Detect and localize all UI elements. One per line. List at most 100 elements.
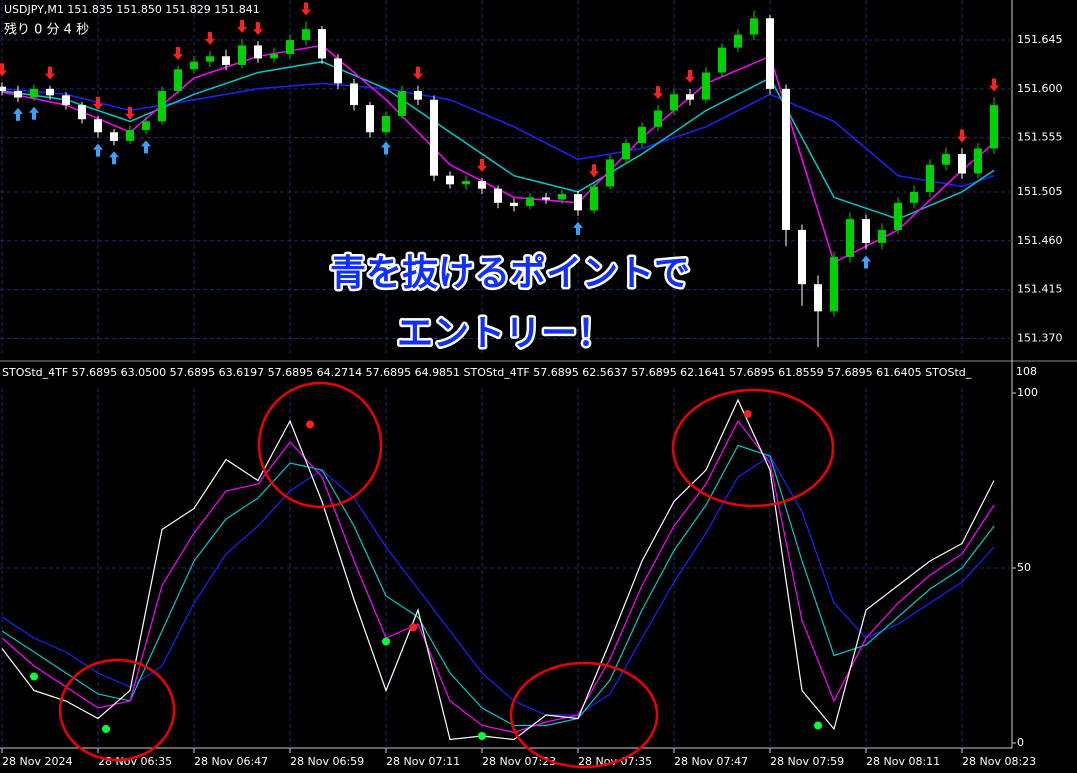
candle-body: [526, 197, 534, 207]
sell-arrow: [125, 106, 135, 120]
signal-dot: [478, 732, 486, 740]
candle-body: [446, 175, 454, 185]
y-tick-label: 50: [1017, 561, 1031, 574]
candle-body: [318, 29, 326, 59]
y-tick-label: 151.600: [1017, 82, 1063, 95]
candle-body: [750, 18, 758, 35]
sell-arrow: [413, 66, 423, 80]
candle-body: [494, 188, 502, 203]
candle-body: [830, 257, 838, 312]
sell-arrow: [45, 66, 55, 80]
candle-body: [334, 58, 342, 84]
candle-body: [142, 121, 150, 131]
x-tick-label: 28 Nov 06:47: [194, 755, 268, 768]
oscillator-line: [1, 398, 995, 741]
price-panel: 151.645 151.600 151.555 151.505 151.460 151.4…: [0, 0, 1063, 358]
candle-body: [110, 132, 118, 141]
y-tick-label: 0: [1017, 736, 1024, 749]
candle-body: [574, 194, 582, 211]
candle-body: [30, 88, 38, 98]
candle-body: [398, 91, 406, 116]
candle-body: [0, 86, 6, 91]
y-tick-label: 151.415: [1017, 283, 1063, 296]
x-tick-label: 28 Nov 07:59: [770, 755, 844, 768]
candle-body: [734, 34, 742, 48]
candle-body: [158, 91, 166, 122]
y-tick-label: 151.555: [1017, 131, 1063, 144]
candle-body: [766, 18, 774, 89]
candle-body: [894, 202, 902, 230]
candle-body: [46, 88, 54, 96]
signal-dot: [306, 420, 314, 429]
indicator-header: STOStd_4TF 57.6895 63.0500 57.6895 63.61…: [2, 366, 972, 379]
x-tick-label: 28 Nov 07:23: [482, 755, 556, 768]
oscillator-line: [1, 444, 995, 727]
candle-body: [846, 219, 854, 258]
candle-body: [430, 99, 438, 176]
candle-body: [878, 229, 886, 243]
candle-body: [990, 105, 998, 149]
sell-arrow: [653, 86, 663, 100]
symbol-header: USDJPY,M1 151.835 151.850 151.829 151.84…: [4, 3, 260, 16]
candle-body: [558, 194, 566, 200]
candle-body: [622, 143, 630, 160]
sell-arrow: [989, 78, 999, 92]
buy-arrow: [381, 141, 391, 155]
y-tick-label: 151.645: [1017, 33, 1063, 46]
candle-body: [254, 45, 262, 59]
signal-dot: [409, 623, 418, 632]
candle-body: [686, 94, 694, 100]
oscillator-line: [1, 419, 995, 734]
y-max-label: 108: [1016, 365, 1037, 378]
candle-body: [478, 181, 486, 189]
signal-dot: [743, 410, 752, 418]
candle-body: [798, 229, 806, 285]
highlight-circle: [58, 658, 176, 762]
buy-arrow: [13, 107, 23, 121]
buy-arrow: [861, 255, 871, 269]
candle-body: [238, 45, 246, 65]
candle-body: [926, 164, 934, 192]
y-tick-label: 151.460: [1017, 234, 1063, 247]
candle-body: [814, 284, 822, 312]
candle-body: [190, 61, 198, 70]
ma-line: [1, 44, 995, 264]
candle-body: [94, 119, 102, 133]
candle-body: [782, 88, 790, 230]
buy-arrow: [93, 143, 103, 157]
candle-body: [510, 202, 518, 207]
candle-body: [942, 153, 950, 165]
candle-body: [862, 219, 870, 243]
sell-arrow: [301, 2, 311, 16]
sell-arrow: [957, 129, 967, 143]
candle-body: [462, 181, 470, 185]
sell-arrow: [0, 63, 7, 77]
sell-arrow: [93, 96, 103, 110]
signal-dot: [814, 721, 822, 730]
candle-body: [222, 56, 230, 65]
candle-body: [718, 47, 726, 73]
buy-arrow: [109, 151, 119, 165]
x-tick-label: 28 Nov 07:11: [386, 755, 460, 768]
y-tick-label: 100: [1017, 386, 1038, 399]
candle-body: [174, 69, 182, 91]
y-tick-label: 151.505: [1017, 185, 1063, 198]
candle-body: [638, 126, 646, 144]
y-tick-label: 151.370: [1017, 331, 1063, 344]
candle-body: [270, 54, 278, 59]
candle-body: [590, 186, 598, 211]
candle-body: [78, 105, 86, 120]
candle-body: [286, 39, 294, 55]
oscillator-panel: 100 50 0 28 Nov 2024 28 Nov 06:35 28 Nov 06:4…: [0, 386, 1038, 768]
candle-body: [542, 197, 550, 200]
highlight-circle: [257, 381, 383, 509]
x-tick-label: 28 Nov 08:11: [866, 755, 940, 768]
sell-arrow: [685, 69, 695, 83]
signal-dot: [30, 672, 38, 681]
candle-body: [366, 105, 374, 133]
x-tick-label: 28 Nov 2024: [2, 755, 72, 768]
sell-arrow: [237, 19, 247, 33]
candle-body: [302, 29, 310, 40]
x-tick-label: 28 Nov 06:59: [290, 755, 364, 768]
